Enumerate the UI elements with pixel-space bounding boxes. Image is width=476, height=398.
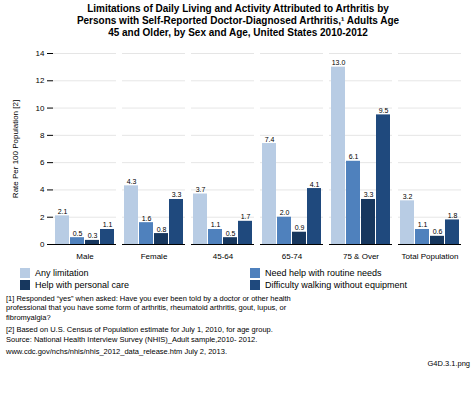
svg-text:Total Population: Total Population bbox=[402, 252, 459, 261]
svg-text:2.1: 2.1 bbox=[58, 208, 68, 215]
svg-text:0.9: 0.9 bbox=[295, 224, 305, 231]
svg-text:14: 14 bbox=[36, 49, 45, 58]
html-text:Limitations of Daily Living an: Limitations of Daily Living and Activity… bbox=[76, 3, 400, 38]
svg-text:1.7: 1.7 bbox=[241, 213, 251, 220]
svg-text:0.6: 0.6 bbox=[433, 228, 443, 235]
svg-text:12: 12 bbox=[36, 76, 45, 85]
svg-text:4.1: 4.1 bbox=[310, 181, 320, 188]
svg-text:9.5: 9.5 bbox=[379, 107, 389, 114]
svg-text:1.8: 1.8 bbox=[448, 212, 458, 219]
html-text:Any limitation: Any limitation bbox=[35, 268, 89, 278]
svg-text:3.3: 3.3 bbox=[172, 191, 182, 198]
html-text:Need help with routine needs: Need help with routine needs bbox=[265, 268, 382, 278]
svg-text:1.1: 1.1 bbox=[211, 221, 221, 228]
svg-text:13.0: 13.0 bbox=[332, 59, 346, 66]
svg-text:10: 10 bbox=[36, 104, 45, 113]
svg-text:3.2: 3.2 bbox=[403, 193, 413, 200]
svg-text:Male: Male bbox=[76, 252, 94, 261]
svg-text:6: 6 bbox=[40, 158, 45, 167]
svg-text:Female: Female bbox=[141, 252, 168, 261]
html-text:Difficulty walking without equ: Difficulty walking without equipment bbox=[265, 280, 407, 290]
svg-text:6.1: 6.1 bbox=[349, 153, 359, 160]
svg-text:45-64: 45-64 bbox=[213, 252, 234, 261]
svg-text:1.6: 1.6 bbox=[142, 215, 152, 222]
html-text:G4D.3.1.png: G4D.3.1.png bbox=[427, 359, 470, 369]
svg-text:8: 8 bbox=[40, 131, 45, 140]
svg-text:4: 4 bbox=[40, 185, 45, 194]
svg-text:7.4: 7.4 bbox=[265, 136, 275, 143]
svg-text:0.3: 0.3 bbox=[88, 232, 98, 239]
svg-text:1.1: 1.1 bbox=[103, 221, 113, 228]
html-text:www.cdc.gov/nchs/nhis/nhis_201: www.cdc.gov/nchs/nhis/nhis_2012_data_rel… bbox=[6, 346, 227, 356]
svg-text:1.1: 1.1 bbox=[418, 221, 428, 228]
html-text:[2] Based on U.S. Census of Po: [2] Based on U.S. Census of Population e… bbox=[6, 325, 273, 344]
svg-text:4.3: 4.3 bbox=[127, 178, 137, 185]
svg-text:0.5: 0.5 bbox=[226, 230, 236, 237]
svg-text:3.3: 3.3 bbox=[364, 191, 374, 198]
svg-text:75 & Over: 75 & Over bbox=[343, 252, 379, 261]
svg-text:Rate Per 100 Population [2]: Rate Per 100 Population [2] bbox=[11, 100, 20, 198]
svg-text:2.0: 2.0 bbox=[280, 209, 290, 216]
svg-text:0.8: 0.8 bbox=[157, 226, 167, 233]
html-text:[1] Responded “yes” when asked: [1] Responded “yes” when asked: Have you… bbox=[6, 294, 291, 322]
svg-text:0.5: 0.5 bbox=[73, 230, 83, 237]
svg-text:65-74: 65-74 bbox=[282, 252, 303, 261]
svg-text:3.7: 3.7 bbox=[196, 186, 206, 193]
html-text:Help with personal care: Help with personal care bbox=[35, 280, 130, 290]
svg-text:0: 0 bbox=[40, 240, 45, 249]
svg-text:2: 2 bbox=[40, 213, 45, 222]
